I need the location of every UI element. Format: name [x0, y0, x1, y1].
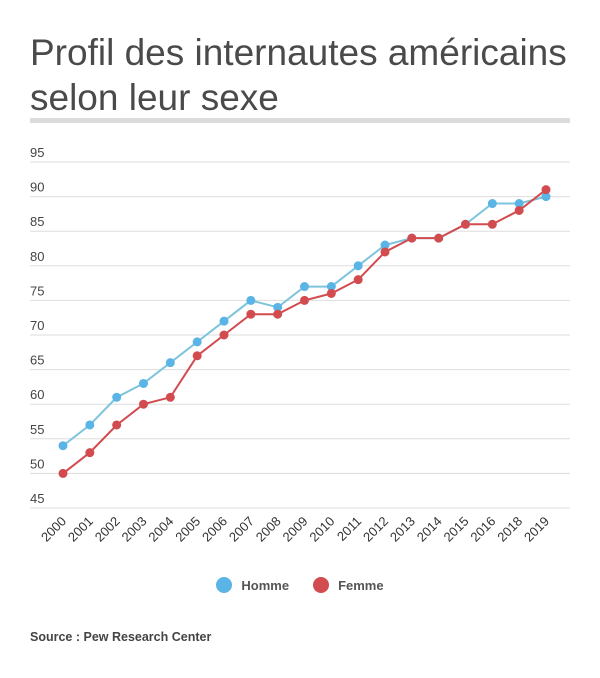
point-femme-2015[interactable]	[461, 219, 470, 229]
chart-title: Profil des internautes américains selon …	[30, 32, 567, 118]
point-homme-2012[interactable]	[380, 240, 390, 250]
y-tick-label-85: 85	[30, 214, 44, 229]
x-tick-label-2009: 2009	[280, 514, 311, 545]
y-tick-label-45: 45	[30, 491, 44, 506]
y-tick-label-80: 80	[30, 249, 44, 264]
y-axis-ticks: 45 50 55 60 65 70 75 80 85 90 95	[30, 145, 44, 506]
series-line-homme	[62, 195, 547, 447]
x-tick-label-2003: 2003	[119, 514, 150, 545]
x-tick-label-2001: 2001	[65, 514, 96, 545]
legend-item-femme[interactable]: Femme	[313, 577, 384, 593]
point-homme-2000[interactable]	[58, 441, 68, 451]
point-homme-2018[interactable]	[514, 199, 524, 209]
point-homme-2019[interactable]	[541, 192, 551, 202]
point-femme-2011[interactable]	[353, 275, 363, 285]
point-homme-2011[interactable]	[353, 261, 363, 271]
x-tick-label-2007: 2007	[226, 514, 257, 545]
legend-swatch-homme	[216, 577, 233, 593]
series-line-femme	[62, 188, 547, 475]
x-tick-label-2016: 2016	[467, 514, 498, 545]
x-tick-label-2010: 2010	[306, 514, 337, 545]
point-homme-2001[interactable]	[85, 420, 95, 430]
point-femme-2007[interactable]	[246, 309, 256, 319]
y-tick-label-95: 95	[30, 145, 44, 160]
point-femme-2001[interactable]	[85, 448, 95, 458]
y-tick-label-70: 70	[30, 318, 44, 333]
point-homme-2003[interactable]	[139, 378, 148, 388]
x-tick-label-2011: 2011	[334, 514, 364, 544]
point-femme-2008[interactable]	[273, 309, 283, 319]
x-tick-label-2015: 2015	[441, 514, 472, 545]
y-tick-label-55: 55	[30, 422, 44, 437]
point-homme-2010[interactable]	[326, 282, 336, 292]
x-tick-label-2019: 2019	[521, 514, 552, 545]
legend: Homme Femme	[0, 577, 600, 593]
point-femme-2010[interactable]	[326, 288, 336, 298]
point-femme-2009[interactable]	[300, 295, 309, 305]
point-femme-2013[interactable]	[407, 233, 417, 243]
x-tick-label-2012: 2012	[360, 514, 391, 545]
point-homme-2002[interactable]	[112, 392, 122, 402]
grid-lines	[30, 161, 570, 509]
point-femme-2000[interactable]	[58, 468, 68, 478]
point-femme-2012[interactable]	[380, 247, 390, 257]
point-femme-2014[interactable]	[434, 233, 444, 243]
point-femme-2004[interactable]	[165, 392, 175, 402]
point-femme-2003[interactable]	[139, 399, 148, 409]
series-points	[58, 185, 551, 478]
point-homme-2006[interactable]	[219, 316, 229, 326]
point-femme-2016[interactable]	[487, 219, 497, 229]
point-femme-2002[interactable]	[112, 420, 122, 430]
point-femme-2018[interactable]	[514, 205, 524, 215]
y-tick-label-65: 65	[30, 353, 44, 368]
y-tick-label-90: 90	[30, 180, 44, 195]
series-lines	[62, 188, 547, 475]
title-divider	[30, 118, 570, 123]
x-tick-label-2000: 2000	[38, 514, 69, 545]
legend-label-femme: Femme	[338, 577, 384, 593]
x-tick-label-2002: 2002	[92, 514, 123, 545]
source-note: Source : Pew Research Center	[30, 630, 212, 644]
x-tick-label-2004: 2004	[145, 514, 176, 545]
x-tick-label-2014: 2014	[414, 514, 445, 545]
y-tick-label-75: 75	[30, 283, 44, 298]
point-homme-2009[interactable]	[300, 282, 309, 292]
point-femme-2006[interactable]	[219, 330, 229, 340]
point-homme-2005[interactable]	[192, 337, 202, 347]
x-axis-ticks: 2000200120022003200420052006200720082009…	[38, 514, 552, 545]
point-homme-2007[interactable]	[246, 295, 256, 305]
point-femme-2005[interactable]	[192, 351, 202, 361]
x-tick-label-2006: 2006	[199, 514, 230, 545]
legend-item-homme[interactable]: Homme	[216, 577, 289, 593]
point-femme-2019[interactable]	[541, 185, 551, 195]
y-tick-label-50: 50	[30, 456, 44, 471]
x-tick-label-2005: 2005	[172, 514, 203, 545]
x-tick-label-2008: 2008	[253, 514, 284, 545]
y-tick-label-60: 60	[30, 387, 44, 402]
point-homme-2016[interactable]	[487, 199, 497, 209]
x-tick-label-2018: 2018	[494, 514, 525, 545]
point-homme-2004[interactable]	[165, 358, 175, 368]
legend-swatch-femme	[313, 577, 330, 593]
point-homme-2008[interactable]	[273, 302, 283, 312]
legend-label-homme: Homme	[241, 577, 290, 593]
x-tick-label-2013: 2013	[387, 514, 418, 545]
